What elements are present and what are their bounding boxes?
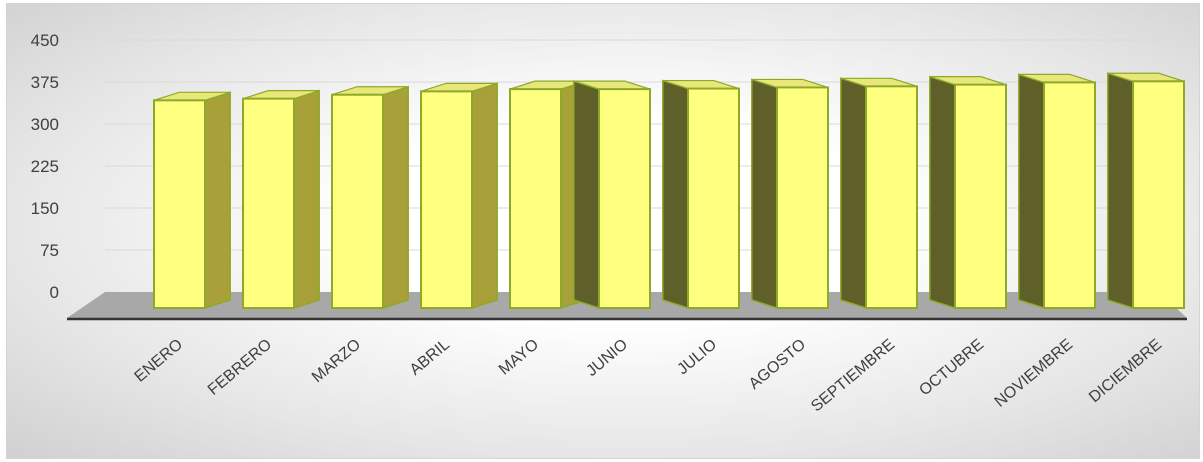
x-tick-label: FEBRERO <box>205 336 275 399</box>
bar-side-face <box>1018 73 1045 310</box>
x-tick-label: NOVIEMBRE <box>992 336 1076 411</box>
x-tick-label: AGOSTO <box>746 336 809 393</box>
bar <box>954 83 1007 309</box>
bar <box>1043 81 1096 310</box>
bar-side-face <box>204 91 231 310</box>
bar-side-face <box>929 75 956 310</box>
bar <box>331 93 384 309</box>
x-tick-label: JULIO <box>674 336 720 378</box>
y-tick-label: 150 <box>31 199 59 218</box>
x-tick-label: SEPTIEMBRE <box>808 336 898 415</box>
bar-side-face <box>382 85 409 310</box>
y-tick-label: 300 <box>31 115 59 134</box>
y-tick-label: 0 <box>50 283 59 302</box>
x-tick-label: JUNIO <box>583 336 631 380</box>
bar <box>1132 80 1185 309</box>
bar <box>865 85 918 309</box>
bar <box>687 87 740 309</box>
y-tick-label: 75 <box>40 241 59 260</box>
chart-area: 0 75 150 225 300 375 450 ENERO FEBRERO MARZO ABRIL… <box>6 3 1200 459</box>
y-tick-label: 375 <box>31 73 59 92</box>
x-tick-label: MARZO <box>309 336 364 386</box>
bar-side-face <box>573 80 600 310</box>
x-tick-label: MAYO <box>496 336 542 379</box>
bar-side-face <box>840 77 867 310</box>
x-tick-label: OCTUBRE <box>916 336 987 399</box>
y-tick-label: 225 <box>31 157 59 176</box>
y-tick-label: 450 <box>31 31 59 50</box>
bar <box>598 88 651 310</box>
x-tick-label: ABRIL <box>407 336 453 379</box>
x-tick-label: DICIEMBRE <box>1086 336 1165 406</box>
bar-side-face <box>293 89 320 310</box>
x-tick-label: ENERO <box>132 336 187 386</box>
bar <box>420 90 473 309</box>
bar-side-face <box>751 78 778 310</box>
bar <box>153 99 206 309</box>
bar <box>242 97 295 309</box>
column-chart: 0 75 150 225 300 375 450 ENERO FEBRERO MARZO ABRIL… <box>31 31 1187 415</box>
bar-side-face <box>471 82 498 310</box>
bar <box>776 86 829 309</box>
bar-side-face <box>1107 72 1134 310</box>
bar-side-face <box>662 79 689 310</box>
bar <box>509 88 562 310</box>
